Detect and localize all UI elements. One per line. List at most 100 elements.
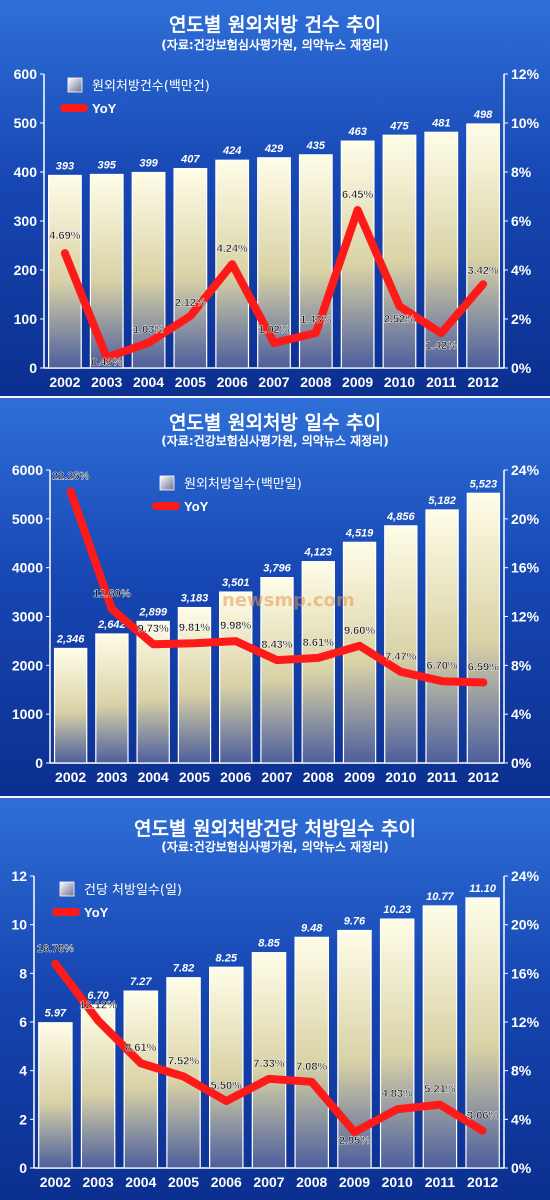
chart-panel-prescription-count: 연도별 원외처방 건수 추이 (자료:건강보험심사평가원, 의약뉴스 재정리) … bbox=[0, 0, 550, 396]
watermark: newsmp.com bbox=[222, 590, 355, 611]
yoy-value-label: 1.43% bbox=[300, 314, 331, 326]
yoy-point bbox=[482, 283, 485, 286]
bar-value-label: 399 bbox=[139, 157, 158, 169]
y2-tick-label: 20% bbox=[511, 511, 540, 527]
y2-tick-label: 2% bbox=[511, 311, 532, 327]
x-tick-label: 2007 bbox=[253, 1174, 284, 1190]
legend-bar-swatch bbox=[159, 475, 175, 491]
bar bbox=[209, 966, 244, 1169]
y-tick-label: 6 bbox=[19, 1014, 27, 1030]
y2-tick-label: 16% bbox=[511, 560, 540, 576]
yoy-point bbox=[310, 1080, 313, 1083]
yoy-value-label: 1.03% bbox=[133, 324, 164, 336]
bar-value-label: 4,123 bbox=[304, 547, 333, 559]
yoy-point bbox=[273, 342, 275, 345]
yoy-point bbox=[438, 1103, 441, 1106]
x-tick-label: 2009 bbox=[342, 374, 373, 390]
y2-tick-label: 0% bbox=[511, 755, 532, 771]
bar-value-label: 8.25 bbox=[216, 952, 238, 964]
bar-value-label: 5,182 bbox=[428, 495, 456, 507]
chart-panel-days-per-prescription: 연도별 원외처방건당 처방일수 추이 (자료:건강보험심사평가원, 의약뉴스 재… bbox=[0, 798, 550, 1200]
bar-value-label: 8.85 bbox=[258, 938, 280, 950]
x-tick-label: 2012 bbox=[468, 374, 499, 390]
y-tick-label: 100 bbox=[14, 311, 38, 327]
yoy-value-label: 2.95% bbox=[339, 1135, 370, 1147]
bar-value-label: 5.97 bbox=[45, 1008, 67, 1020]
bar-value-label: 6.70 bbox=[87, 990, 109, 1002]
yoy-value-label: 16.78% bbox=[37, 943, 75, 955]
chart-panel-prescription-days: 연도별 원외처방 일수 추이 (자료:건강보험심사평가원, 의약뉴스 재정리) … bbox=[0, 398, 550, 796]
bar-value-label: 11.10 bbox=[469, 883, 497, 895]
y2-tick-label: 4% bbox=[511, 262, 532, 278]
chart-title: 연도별 원외처방 건수 추이 bbox=[168, 14, 382, 36]
y2-tick-label: 4% bbox=[511, 706, 532, 722]
bar-value-label: 475 bbox=[389, 120, 409, 132]
yoy-value-label: 4.69% bbox=[49, 230, 80, 242]
bar bbox=[384, 525, 418, 764]
bar bbox=[294, 936, 329, 1169]
yoy-value-label: 6.70% bbox=[426, 660, 457, 672]
yoy-point bbox=[225, 1100, 228, 1103]
x-tick-label: 2002 bbox=[55, 769, 86, 785]
yoy-point bbox=[105, 356, 108, 359]
y-tick-label: 12 bbox=[11, 868, 27, 884]
x-tick-label: 2012 bbox=[467, 1174, 498, 1190]
bar bbox=[466, 123, 501, 369]
x-tick-label: 2005 bbox=[179, 769, 210, 785]
yoy-point bbox=[231, 263, 234, 266]
y2-tick-label: 8% bbox=[511, 657, 532, 673]
bar-value-label: 4,519 bbox=[345, 527, 374, 539]
bar-value-label: 7.82 bbox=[173, 963, 194, 975]
legend-line-label: YoY bbox=[92, 101, 117, 116]
bar-value-label: 2,642 bbox=[97, 619, 126, 631]
bar bbox=[95, 633, 129, 764]
y2-tick-label: 0% bbox=[511, 1160, 532, 1176]
bar bbox=[260, 577, 294, 764]
y-tick-label: 200 bbox=[14, 262, 38, 278]
x-tick-label: 2006 bbox=[217, 374, 248, 390]
bar bbox=[251, 952, 287, 1169]
x-tick-label: 2003 bbox=[91, 374, 122, 390]
yoy-point bbox=[152, 643, 155, 646]
bar bbox=[173, 167, 208, 369]
bar bbox=[466, 492, 501, 764]
chart-title: 연도별 원외처방 일수 추이 bbox=[168, 412, 382, 434]
bar bbox=[53, 647, 88, 764]
bar-value-label: 2,346 bbox=[56, 633, 85, 645]
bar-value-label: 481 bbox=[431, 117, 450, 129]
bar-value-label: 4,856 bbox=[386, 511, 415, 523]
x-tick-label: 2005 bbox=[168, 1174, 199, 1190]
yoy-point bbox=[398, 305, 401, 308]
y2-tick-label: 12% bbox=[511, 609, 540, 625]
bar bbox=[422, 905, 458, 1169]
yoy-point bbox=[63, 252, 66, 255]
bar-value-label: 463 bbox=[347, 126, 366, 138]
bar bbox=[425, 509, 459, 764]
x-tick-label: 2008 bbox=[296, 1174, 327, 1190]
x-tick-label: 2004 bbox=[138, 769, 169, 785]
yoy-value-label: 8.61% bbox=[303, 637, 334, 649]
chart-plot: 0 100 200 300 400 500 600 0% 2% 4% 6% 8% 10% 12% 393 20… bbox=[14, 66, 540, 390]
yoy-point bbox=[396, 1108, 399, 1111]
y-tick-label: 400 bbox=[14, 164, 38, 180]
x-tick-label: 2003 bbox=[96, 769, 127, 785]
yoy-point bbox=[399, 670, 402, 673]
y2-tick-label: 24% bbox=[511, 868, 540, 884]
y-tick-label: 1000 bbox=[12, 706, 43, 722]
yoy-value-label: 4.24% bbox=[217, 243, 248, 255]
yoy-point bbox=[54, 962, 57, 965]
y2-tick-label: 0% bbox=[511, 360, 532, 376]
bar-value-label: 9.48 bbox=[301, 922, 323, 934]
yoy-value-label: 3.42% bbox=[467, 265, 498, 277]
x-tick-label: 2010 bbox=[385, 769, 416, 785]
legend-line-label: YoY bbox=[184, 499, 209, 514]
y-tick-label: 10 bbox=[11, 917, 27, 933]
yoy-value-label: 8.43% bbox=[261, 639, 292, 651]
x-tick-label: 2009 bbox=[344, 769, 375, 785]
x-tick-label: 2002 bbox=[40, 1174, 71, 1190]
yoy-value-label: 1.42% bbox=[426, 340, 457, 352]
x-tick-label: 2009 bbox=[339, 1174, 370, 1190]
yoy-point bbox=[110, 608, 113, 611]
chart-subtitle: (자료:건강보험심사평가원, 의약뉴스 재정리) bbox=[161, 38, 389, 52]
yoy-value-label: 6.45% bbox=[342, 189, 373, 201]
